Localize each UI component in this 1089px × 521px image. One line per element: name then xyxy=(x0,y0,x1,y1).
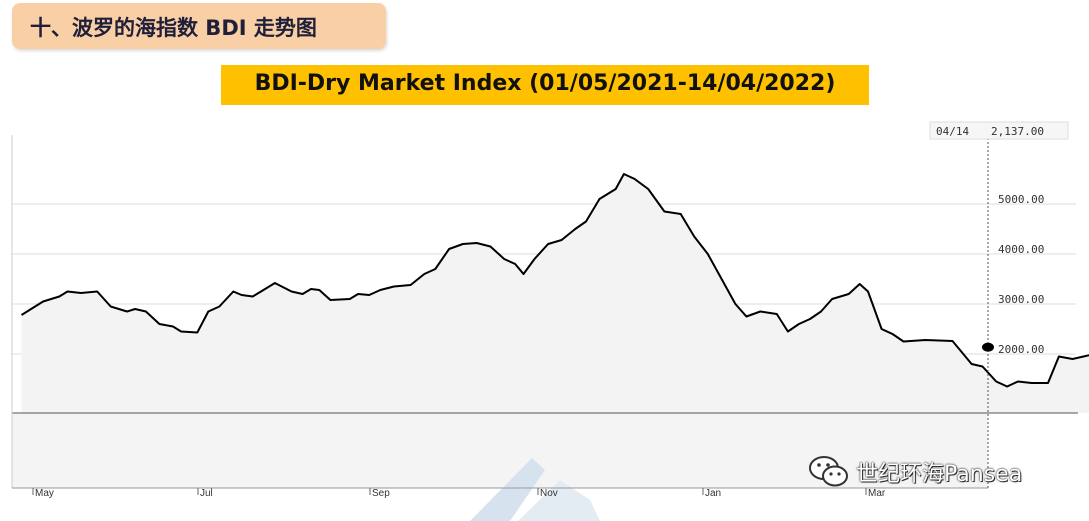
last-point-marker xyxy=(982,342,994,352)
wechat-icon xyxy=(809,456,848,487)
x-tick-label: Jul xyxy=(200,488,213,499)
chart-title-banner: BDI-Dry Market Index (01/05/2021-14/04/2… xyxy=(221,65,869,105)
crosshair-readout-box xyxy=(929,121,1069,140)
crosshair-date: 04/14 xyxy=(936,125,969,138)
y-tick-label: 2000.00 xyxy=(998,343,1044,356)
section-title: 十、波罗的海指数 BDI 走势图 xyxy=(30,16,317,40)
y-tick-label: 3000.00 xyxy=(998,293,1044,306)
section-header: 十、波罗的海指数 BDI 走势图 xyxy=(12,3,386,49)
y-tick-label: 5000.00 xyxy=(998,193,1044,206)
series-area xyxy=(21,174,1089,413)
crosshair-value: 2,137.00 xyxy=(991,125,1044,138)
watermark-text: 世纪环海Pansea xyxy=(856,462,1023,487)
x-tick-label: May xyxy=(35,488,54,499)
x-tick-label: Mar xyxy=(868,488,886,499)
watermark: 世纪环海Pansea xyxy=(808,452,1022,492)
background-mark-2 xyxy=(518,480,600,521)
background-mark xyxy=(470,458,545,521)
x-tick-label: Jan xyxy=(705,488,721,499)
series-line xyxy=(20,173,1089,388)
x-tick-label: Nov xyxy=(540,488,558,499)
chart-title: BDI-Dry Market Index (01/05/2021-14/04/2… xyxy=(254,71,836,96)
y-tick-label: 4000.00 xyxy=(998,243,1044,256)
x-tick-label: Sep xyxy=(372,488,390,499)
